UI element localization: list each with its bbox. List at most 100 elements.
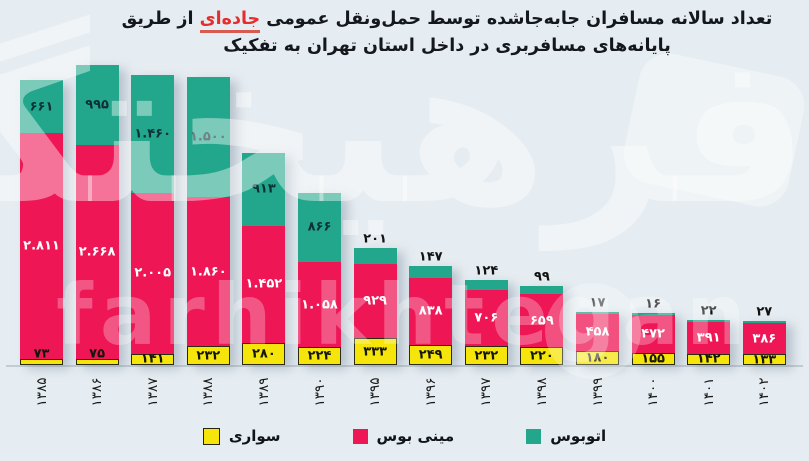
bar-segment-bus <box>75 64 119 145</box>
value-label-car: ۲۳۲ <box>474 348 499 364</box>
value-label-minibus: ۴۵۸ <box>585 324 610 340</box>
value-label-bus: ۸۶۶ <box>307 219 332 235</box>
bar-segment-bus <box>298 192 341 263</box>
bar-segment-car <box>631 352 675 365</box>
value-label-bus: ۱۶ <box>645 296 662 312</box>
bar-۱۳۹۵ <box>353 247 397 365</box>
bar-segment-bus <box>687 320 731 323</box>
value-label-car: ۲۸۰ <box>251 346 276 362</box>
value-label-bus: ۱۴۷ <box>418 249 443 265</box>
bar-segment-minibus <box>464 289 508 347</box>
value-label-bus: ۱۲۴ <box>474 263 499 279</box>
chart-title-line2: پایانه‌های مسافربری در داخل استان تهران … <box>223 36 671 56</box>
value-label-bus: ۹۹۵ <box>85 97 109 113</box>
value-label-car: ۳۳۳ <box>363 344 387 360</box>
bar-segment-car <box>298 346 341 365</box>
value-label-bus: ۱۷ <box>589 295 606 311</box>
value-label-car: ۷۵ <box>89 346 106 362</box>
bar-segment-car <box>353 338 397 365</box>
x-tick-label: ۱۳۸۵ <box>33 377 50 407</box>
legend-swatch-icon <box>352 428 368 444</box>
x-tick-label: ۱۳۸۸ <box>200 377 217 407</box>
value-label-minibus: ۲.۶۶۸ <box>78 244 116 260</box>
value-label-bus: ۲۰۱ <box>363 231 387 247</box>
value-label-bus: ۱.۴۶۰ <box>134 126 172 142</box>
value-label-car: ۲۴۹ <box>418 347 443 363</box>
bar-segment-car <box>576 350 619 365</box>
value-label-car: ۱۸۰ <box>585 350 610 366</box>
bar-segment-minibus <box>742 323 786 355</box>
value-label-minibus: ۶۵۹ <box>529 313 554 329</box>
bar-۱۳۸۶ <box>75 64 119 365</box>
bar-۱۳۸۹ <box>242 152 286 365</box>
bar-segment-minibus <box>242 225 286 343</box>
legend-label: سواری <box>228 427 281 445</box>
bar-segment-minibus <box>131 192 175 354</box>
value-label-minibus: ۷۰۶ <box>474 310 499 326</box>
value-label-car: ۲۳۲ <box>196 348 221 364</box>
bar-۱۳۸۸ <box>186 76 230 365</box>
value-label-minibus: ۳۸۶ <box>752 331 777 347</box>
x-tick-label: ۱۳۹۹ <box>589 377 606 407</box>
bar-segment-car <box>131 353 175 365</box>
x-tick-label: ۱۳۹۶ <box>422 377 439 407</box>
bar-segment-bus <box>409 265 453 278</box>
value-label-bus: ۲۷ <box>756 304 773 320</box>
value-label-bus: ۹۱۳ <box>251 181 276 197</box>
x-tick-label: ۱۳۹۸ <box>533 377 550 407</box>
bar-segment-car <box>742 354 786 365</box>
value-label-car: ۷۳ <box>33 346 50 362</box>
bar-segment-bus <box>464 279 508 290</box>
bar-segment-car <box>464 346 508 365</box>
legend-item-bus: اتوبوس <box>526 427 606 445</box>
bar-۱۳۹۸ <box>520 286 564 365</box>
value-label-car: ۱۵۵ <box>641 351 665 367</box>
bar-segment-bus <box>20 80 63 134</box>
bar-segment-minibus <box>520 294 564 348</box>
x-tick-label: ۱۳۹۰ <box>311 377 328 407</box>
value-label-bus: ۱.۵۰۰ <box>189 129 227 145</box>
bar-segment-car <box>186 346 230 365</box>
value-label-car: ۱۴۲ <box>696 351 721 367</box>
bar-۱۴۰۲ <box>742 321 786 365</box>
x-tick-label: ۱۴۰۱ <box>700 377 717 407</box>
bar-segment-bus <box>131 75 175 193</box>
value-label-bus: ۹۹ <box>533 269 550 285</box>
value-label-car: ۱۴۱ <box>140 351 165 367</box>
bar-segment-bus <box>742 321 786 324</box>
value-label-car: ۱۳۳ <box>752 352 777 368</box>
chart-title: تعداد سالانه مسافران جابه‌جاشده توسط حمل… <box>85 6 809 60</box>
x-tick-label: ۱۳۸۷ <box>144 377 161 407</box>
bar-۱۳۹۰ <box>298 192 341 365</box>
value-label-minibus: ۳۹۱ <box>696 330 721 346</box>
bar-segment-bus <box>242 152 286 226</box>
bar-segment-car <box>409 345 453 365</box>
bar-segment-car <box>242 342 286 365</box>
bar-segment-minibus <box>631 314 675 353</box>
bar-segment-car <box>20 359 63 365</box>
value-label-minibus: ۸۳۸ <box>418 303 443 319</box>
title-highlight-road: جاده‌ای <box>199 9 261 33</box>
value-label-bus: ۶۶۱ <box>29 99 54 115</box>
title-text-pre: تعداد سالانه مسافران جابه‌جاشده توسط حمل… <box>260 9 773 29</box>
bar-۱۴۰۱ <box>687 320 731 365</box>
x-tick-label: ۱۳۸۹ <box>255 377 272 407</box>
x-tick-label: ۱۳۹۷ <box>478 377 495 407</box>
legend-swatch-icon <box>202 427 220 445</box>
bar-۱۳۹۹ <box>576 311 619 365</box>
bar-۱۳۹۶ <box>409 265 453 365</box>
value-label-minibus: ۲.۰۰۵ <box>134 265 172 281</box>
bar-segment-minibus <box>186 196 230 347</box>
value-label-minibus: ۱.۰۵۸ <box>301 297 338 313</box>
bar-۱۴۰۰ <box>631 312 675 365</box>
bar-۱۳۸۷ <box>131 75 175 365</box>
bar-segment-bus <box>186 76 230 197</box>
bar-segment-minibus <box>353 263 397 339</box>
legend: سواری مینی بوس اتوبوس <box>0 427 809 445</box>
bar-segment-car <box>75 358 119 365</box>
bar-۱۳۹۷ <box>464 279 508 365</box>
bar-۱۳۸۵ <box>20 80 63 365</box>
value-label-minibus: ۲.۸۱۱ <box>23 238 60 254</box>
